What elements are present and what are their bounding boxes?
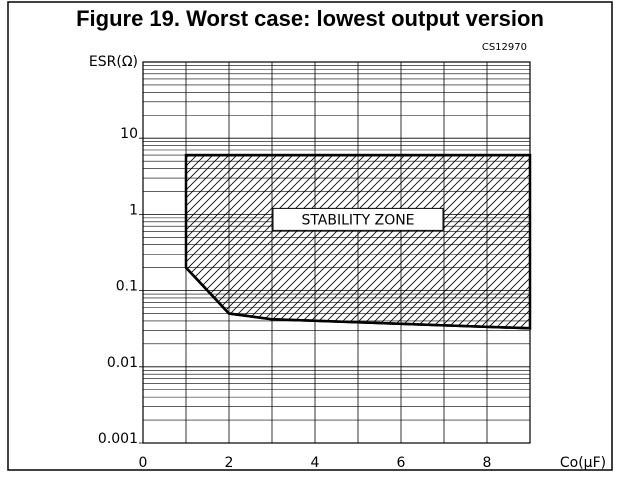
y-tick-label: 0.1 <box>116 279 138 295</box>
y-axis-label: ESR(Ω) <box>89 54 138 70</box>
y-tick-label: 10 <box>120 126 138 142</box>
zone-fill <box>184 153 532 330</box>
y-tick-label: 1 <box>129 202 138 218</box>
x-tick-label: 0 <box>139 455 148 471</box>
y-tick-label: 0.01 <box>107 355 138 371</box>
x-tick-label: 2 <box>225 455 234 471</box>
frame <box>7 1 613 471</box>
zone-label-box <box>272 207 444 231</box>
chart-title: Figure 19. Worst case: lowest output ver… <box>76 6 544 31</box>
x-tick-label: 4 <box>311 455 320 471</box>
y-tick-label: 0.001 <box>98 431 138 447</box>
x-axis-label: Co(μF) <box>560 455 606 471</box>
x-tick-label: 6 <box>397 455 406 471</box>
x-tick-label: 8 <box>483 455 492 471</box>
code-label: CS12970 <box>482 42 527 53</box>
lower-boundary <box>185 266 531 330</box>
zone-label: STABILITY ZONE <box>301 212 414 228</box>
